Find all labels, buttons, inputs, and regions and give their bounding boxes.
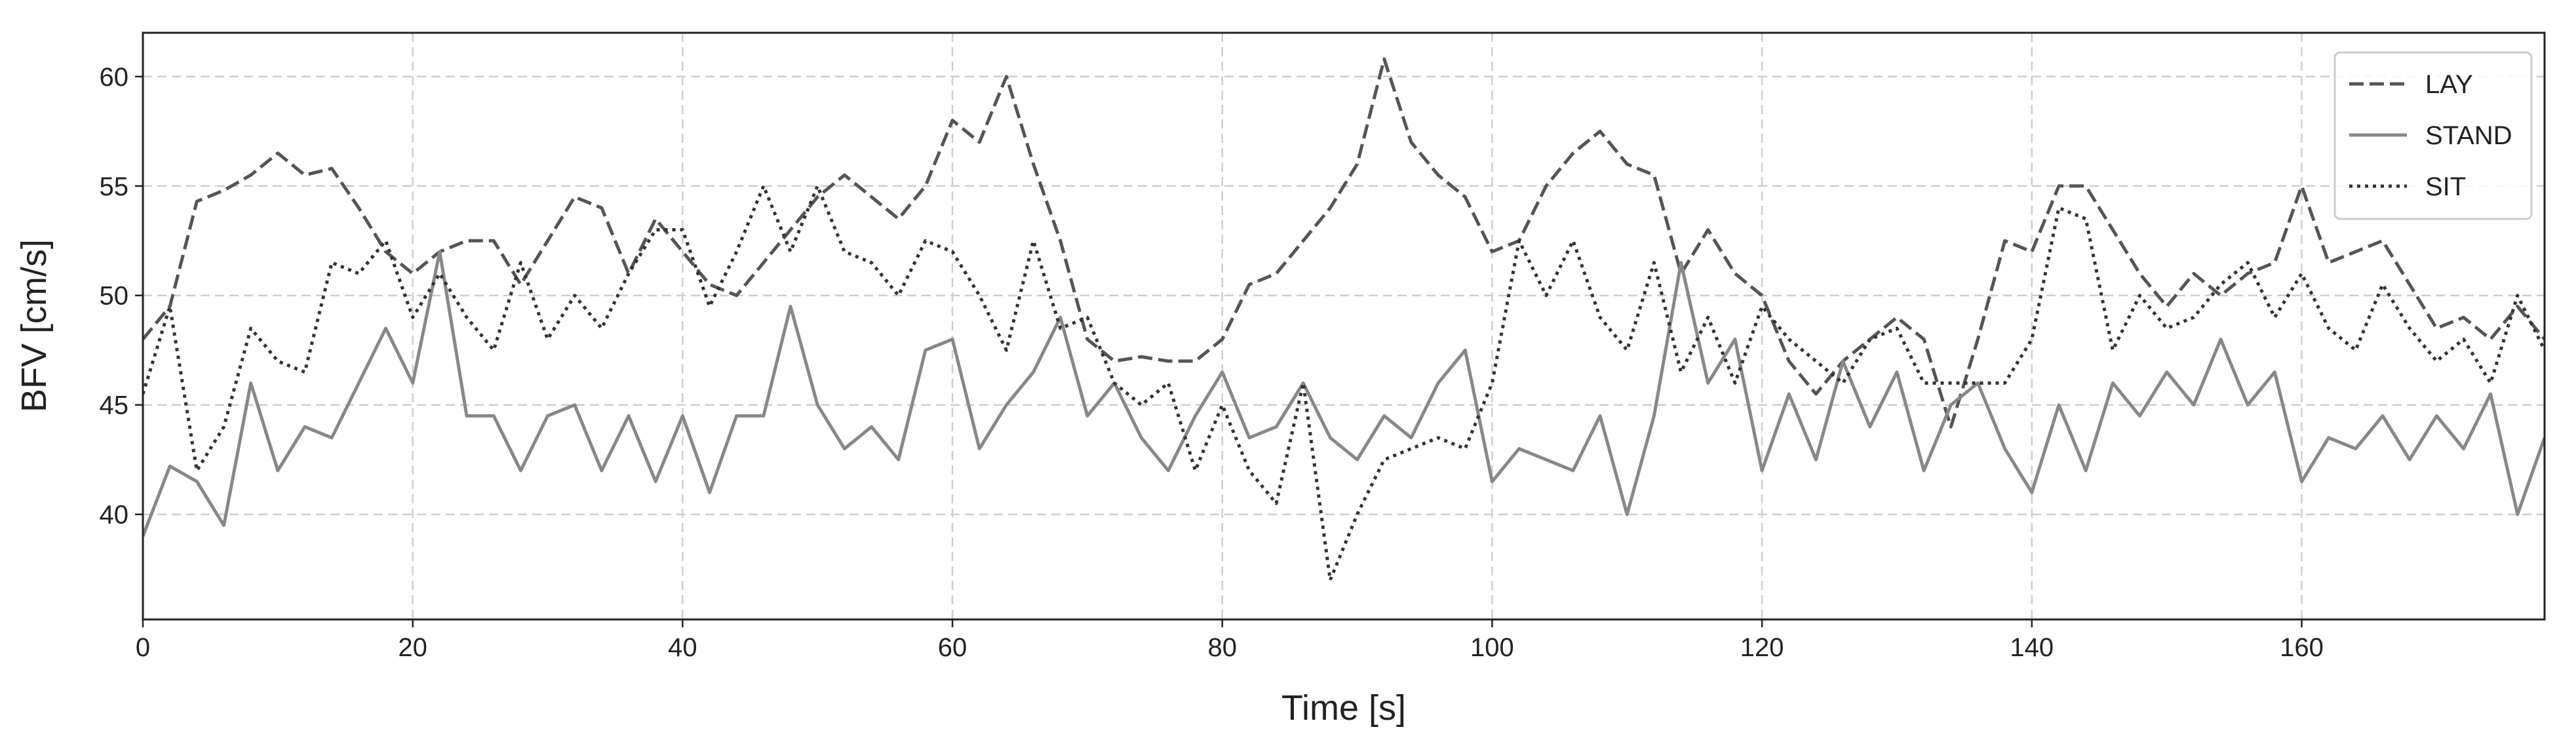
- legend-label: STAND: [2425, 121, 2512, 150]
- x-tick-label: 100: [1470, 633, 1514, 662]
- x-tick-label: 120: [1740, 633, 1784, 662]
- x-tick-label: 0: [136, 633, 150, 662]
- x-tick-label: 40: [668, 633, 697, 662]
- x-tick-label: 60: [938, 633, 967, 662]
- x-tick-label: 80: [1207, 633, 1237, 662]
- y-tick-label: 40: [100, 501, 129, 530]
- y-axis-label: BFV [cm/s]: [14, 239, 54, 412]
- y-tick-label: 55: [100, 172, 129, 201]
- x-axis-label: Time [s]: [1281, 688, 1406, 728]
- y-tick-label: 45: [100, 391, 129, 420]
- line-series: [143, 184, 2545, 582]
- y-tick-label: 60: [100, 63, 129, 92]
- y-tick-label: 50: [100, 282, 129, 311]
- legend-box: [2333, 51, 2533, 220]
- legend-label: LAY: [2425, 70, 2473, 99]
- x-tick-label: 160: [2280, 633, 2324, 662]
- line-series: [143, 250, 2545, 537]
- plot-area: [143, 57, 2545, 582]
- x-tick-label: 140: [2010, 633, 2054, 662]
- line-series: [143, 57, 2545, 429]
- x-tick-label: 20: [398, 633, 427, 662]
- plot-frame: [142, 31, 2546, 621]
- legend-label: SIT: [2425, 172, 2466, 201]
